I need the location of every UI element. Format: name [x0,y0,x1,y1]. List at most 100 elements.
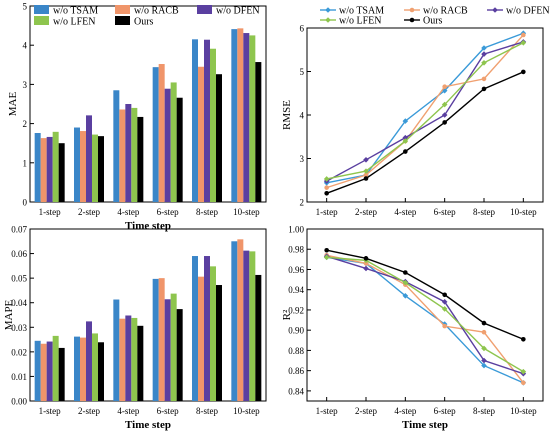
y-tick-label: 0.00 [11,397,27,407]
bar [255,274,262,401]
chart-panel-3: 0.00 0.01 0.02 0.03 0.04 0.05 0.06 0.07 1-step 2-… [3,225,267,431]
bar [131,107,138,202]
point [402,118,409,124]
bar [231,241,238,401]
point [402,279,409,286]
bar [249,251,256,401]
x-tick-label: 8-step [196,406,218,416]
legend: w/o TSAM w/o RACB w/o DFEN w/o LFEN Ours [34,5,260,28]
bar [216,285,222,401]
legend-marker [325,7,331,13]
bar [92,333,98,401]
series-1 [323,254,527,386]
point [324,185,329,190]
bar [192,39,198,202]
point [481,357,487,364]
y-axis-label: R² [281,309,293,320]
point [442,292,447,298]
y-tick-label: 0.01 [11,372,27,382]
y-tick-label: 6 [300,24,305,34]
legend-label: Ours [423,16,443,27]
point [363,157,369,163]
legend-marker [325,17,331,23]
series-line [326,256,524,373]
bar [237,239,244,401]
chart-panel-2: 2 3 4 5 6 1-step 2-step 4-step 6-step 8-step 10-st… [281,6,550,218]
y-tick-label: 0.02 [11,347,27,357]
bar [74,127,80,202]
bar [34,133,41,202]
bar [46,136,53,202]
legend-marker [409,7,415,13]
series-1 [34,29,238,202]
bar [119,109,126,202]
bar [176,309,183,401]
legend-swatch [115,5,130,14]
bar [40,343,47,401]
bar [198,276,204,401]
bar [216,74,222,202]
bar [34,340,41,401]
series-line [326,249,524,340]
bar [80,337,86,401]
point [363,172,369,178]
point [323,254,330,261]
series-5 [324,69,526,196]
y-tick-label: 0.06 [11,249,27,259]
bar [170,293,177,401]
y-tick-label: 1 [23,158,28,168]
bar [46,341,53,401]
y-tick-label: 0 [23,198,28,208]
bar [125,315,132,401]
bar [164,299,171,401]
bar [243,33,250,202]
y-tick-label: 0.07 [11,225,27,235]
series-line [326,255,524,375]
legend-label: w/o RACB [134,6,179,17]
series-2 [40,239,244,401]
series-line [326,254,524,384]
point [363,168,369,174]
point [363,265,369,272]
bar [86,115,92,202]
y-tick-label: 0.98 [288,245,304,255]
point [442,120,447,125]
bar [231,29,238,202]
legend-label: w/o LFEN [339,16,382,27]
legend-label: w/o LFEN [53,17,96,28]
point [520,368,527,375]
point [403,149,408,154]
legend: w/o TSAM w/o RACB w/o DFEN w/o LFEN Ours [320,6,550,27]
bar [170,82,177,202]
bar [125,104,132,202]
bar [158,278,165,401]
point [402,138,409,144]
bar [137,325,144,401]
y-axis-label: RMSE [281,100,293,130]
point [481,76,487,82]
x-tick-label: 4-step [394,207,416,217]
y-tick-label: 0.04 [11,298,27,308]
bar [58,347,65,401]
x-tick-label: 6-step [434,207,456,217]
legend-marker [409,17,415,23]
x-tick-label: 1-step [316,207,338,217]
bar [192,256,198,401]
point [521,380,526,386]
legend-swatch [197,5,212,14]
legend-swatch [115,16,130,25]
bar [92,134,98,202]
y-axis-label: MAE [7,92,19,117]
point [520,39,527,46]
point [402,134,409,141]
y-tick-label: 0.05 [11,274,27,284]
legend-label: w/o DFEN [216,6,260,17]
bar [40,138,47,202]
series-2 [40,28,244,203]
bar [176,97,183,202]
point [481,51,487,57]
x-tick-label: 8-step [196,207,218,217]
legend-marker [492,7,498,13]
x-tick-label: 4-step [394,406,416,416]
series-5 [58,274,262,401]
